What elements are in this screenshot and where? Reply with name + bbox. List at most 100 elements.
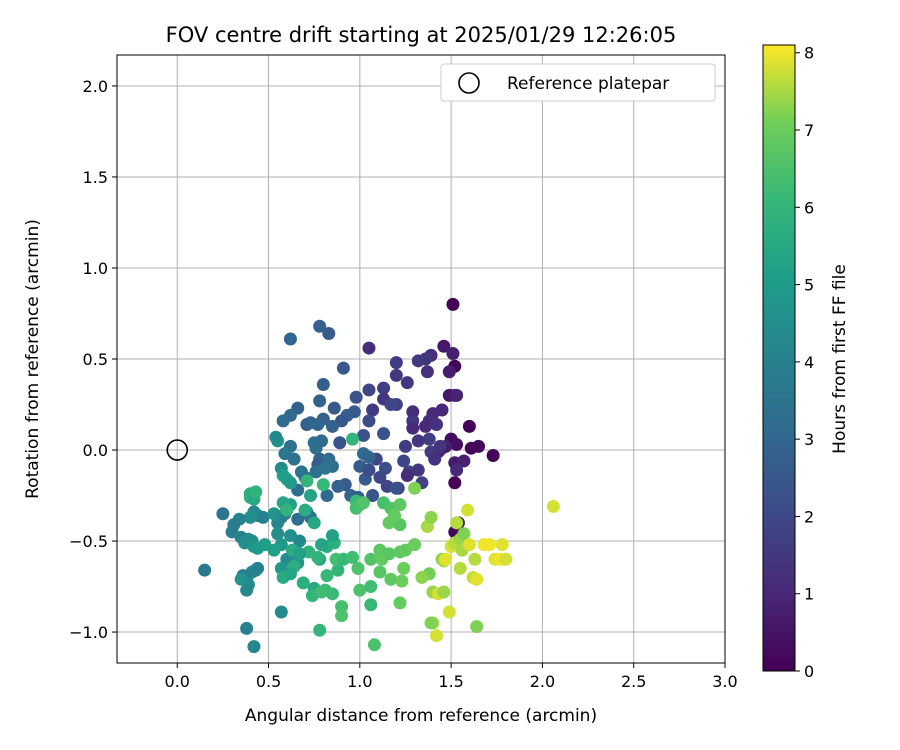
data-point: [450, 463, 464, 477]
data-point: [313, 319, 327, 333]
data-point: [382, 547, 396, 561]
data-point: [331, 479, 345, 493]
data-point: [389, 481, 403, 495]
data-point: [442, 605, 456, 619]
colorbar-label: Hours from first FF file: [830, 264, 850, 454]
data-point: [322, 327, 336, 341]
data-point: [406, 421, 420, 435]
data-point: [335, 609, 349, 623]
x-axis-label: Angular distance from reference (arcmin): [245, 706, 597, 726]
data-point: [349, 390, 363, 404]
data-point: [448, 476, 462, 490]
data-point: [411, 354, 425, 368]
data-point: [309, 465, 323, 479]
data-point: [366, 403, 380, 417]
data-point: [462, 419, 476, 433]
data-point: [276, 414, 290, 428]
data-point: [283, 567, 297, 581]
data-point: [420, 365, 434, 379]
data-point: [364, 580, 378, 594]
data-point: [304, 416, 318, 430]
data-point: [336, 361, 350, 375]
data-point: [367, 638, 381, 652]
chart-title: FOV centre drift starting at 2025/01/29 …: [166, 23, 677, 47]
data-point: [362, 383, 376, 397]
y-axis-label: Rotation from reference (arcmin): [23, 219, 43, 499]
colorbar-tick-label: 6: [804, 198, 814, 217]
data-point: [313, 623, 327, 637]
data-point: [411, 463, 425, 477]
data-point: [388, 509, 402, 523]
data-point: [346, 432, 360, 446]
data-point: [446, 347, 460, 361]
data-point: [373, 565, 387, 579]
data-point: [366, 489, 380, 503]
data-point: [384, 572, 398, 586]
data-point: [300, 474, 314, 488]
data-point: [397, 454, 411, 468]
data-point: [419, 419, 433, 433]
x-tick-label: 2.0: [530, 672, 555, 691]
data-point: [400, 469, 414, 483]
data-point: [287, 452, 301, 466]
data-point: [411, 434, 425, 448]
data-point: [433, 439, 447, 453]
data-point: [283, 332, 297, 346]
colorbar-tick-label: 3: [804, 430, 814, 449]
legend: Reference platepar: [440, 63, 716, 102]
x-tick-label: 0.5: [256, 672, 281, 691]
data-point: [482, 538, 496, 552]
data-point: [249, 485, 263, 499]
colorbar-tick-label: 1: [804, 585, 814, 604]
reference-marker: [166, 439, 189, 461]
data-point: [356, 496, 370, 510]
data-point: [320, 489, 334, 503]
data-point: [495, 538, 509, 552]
data-point: [546, 499, 560, 513]
data-point: [304, 489, 318, 503]
data-point: [309, 441, 323, 455]
data-point: [216, 507, 230, 521]
colorbar-tick-label: 0: [804, 662, 814, 681]
data-point: [470, 620, 484, 634]
data-point: [397, 561, 411, 575]
data-point: [271, 527, 285, 541]
data-point: [198, 563, 212, 577]
data-point: [313, 394, 327, 408]
colorbar-tick-label: 5: [804, 276, 814, 295]
data-point: [274, 605, 288, 619]
legend-label: Reference platepar: [507, 74, 669, 94]
data-point: [470, 572, 484, 586]
data-point: [325, 587, 339, 601]
colorbar: [762, 44, 796, 672]
y-tick-label: 2.0: [83, 77, 108, 96]
data-point: [247, 640, 261, 654]
data-point: [406, 405, 420, 419]
data-point: [450, 516, 464, 530]
data-point: [356, 428, 370, 442]
x-tick-label: 2.5: [621, 672, 646, 691]
data-point: [325, 419, 339, 433]
y-tick-label: 0.5: [83, 350, 108, 369]
data-point: [437, 339, 451, 353]
data-point: [351, 561, 365, 575]
data-point: [437, 585, 451, 599]
data-point: [267, 507, 281, 521]
data-point: [462, 538, 476, 552]
data-point: [446, 297, 460, 311]
y-tick-label: 1.0: [83, 259, 108, 278]
data-point: [430, 629, 444, 643]
data-point: [311, 550, 325, 564]
data-point: [457, 454, 471, 468]
data-point: [468, 552, 482, 566]
data-point: [400, 376, 414, 390]
legend-box: [440, 63, 716, 102]
data-point: [499, 552, 513, 566]
data-point: [307, 516, 321, 530]
data-point: [453, 561, 467, 575]
data-point: [389, 368, 403, 382]
data-point: [424, 616, 438, 630]
legend-open-circle-marker: [458, 72, 480, 94]
data-point: [314, 538, 328, 552]
y-tick-label: −1.0: [69, 623, 108, 642]
